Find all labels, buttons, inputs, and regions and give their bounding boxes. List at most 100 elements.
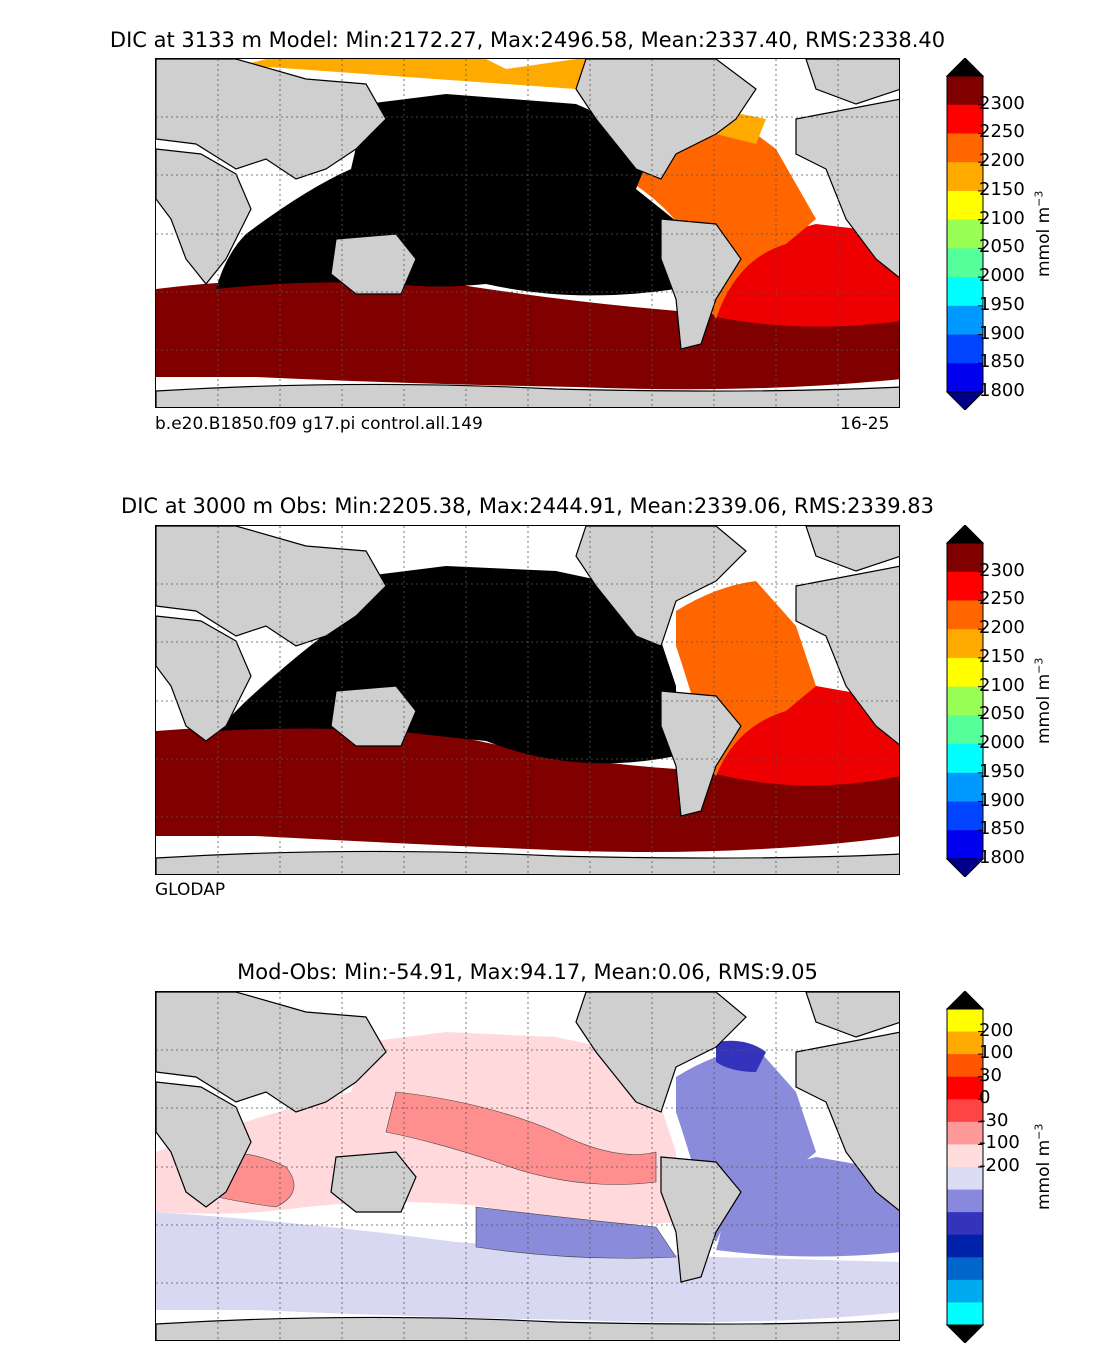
colorbar-tick-label: 1800	[979, 380, 1025, 401]
colorbar-swatch	[947, 657, 983, 688]
land-greenland	[805, 526, 899, 572]
land-north-america	[575, 526, 747, 647]
colorbar-tick-label: 1850	[979, 818, 1025, 840]
footnote-obs-source: GLODAP	[155, 880, 226, 900]
map-model	[155, 58, 900, 408]
land-greenland	[805, 59, 899, 105]
unit-exponent: −3	[1032, 190, 1046, 207]
colorbar-swatch	[947, 801, 983, 831]
footnote-run-name: b.e20.B1850.f09 g17.pi control.all.149	[155, 414, 483, 434]
region-southern-ocean	[156, 278, 899, 390]
colorbar-tick-label: 30	[979, 1064, 1002, 1086]
land-north-america	[575, 992, 747, 1113]
colorbar-swatch	[947, 1189, 983, 1213]
land-greenland	[805, 992, 899, 1038]
region-south-pacific-blue	[475, 1206, 677, 1259]
colorbar-swatch	[947, 219, 983, 249]
colorbar-swatch	[947, 1302, 983, 1326]
land-north-america	[575, 59, 757, 180]
colorbar-swatch	[947, 104, 983, 134]
colorbar-swatch	[947, 686, 983, 716]
colorbar-swatch	[947, 162, 983, 192]
colorbar-swatch	[947, 1009, 983, 1033]
colorbar-swatch	[947, 1144, 983, 1168]
colorbar-swatch	[947, 190, 983, 221]
region-pacific-pink-band	[385, 1091, 657, 1185]
land-south-america	[660, 1156, 742, 1283]
map-diff	[155, 991, 900, 1341]
region-pacific-indian	[216, 566, 676, 764]
colorbar-swatch	[947, 1076, 983, 1100]
land-europe-africa-east	[795, 98, 899, 279]
colorbar-obs: 2300 2250 2200 2150 2100 2050 2000 1950 1900 1850…	[945, 524, 1075, 878]
colorbar-tick-label: 100	[979, 1042, 1014, 1064]
colorbar-tick-label: -200	[979, 1155, 1020, 1176]
map-canvas-diff	[156, 992, 899, 1340]
colorbar-tick-label: 2300	[979, 559, 1025, 581]
colorbar-swatch	[947, 1121, 983, 1145]
colorbar-tick-label: 2300	[979, 92, 1025, 114]
colorbar-extend-top	[945, 524, 985, 544]
colorbar-swatch	[947, 1212, 983, 1236]
colorbar-tick-label: 2200	[979, 617, 1025, 639]
colorbar-tick-label: 2000	[979, 732, 1025, 754]
colorbar-swatch	[947, 1257, 983, 1281]
colorbar-tick-label: 2150	[979, 178, 1025, 200]
panel-title-diff: Mod-Obs: Min:-54.91, Max:94.17, Mean:0.0…	[237, 960, 818, 984]
colorbar-swatch	[947, 305, 983, 336]
colorbar-frame	[946, 542, 984, 860]
colorbar-tick-label: 2100	[979, 207, 1025, 229]
unit-text: mmol m	[1034, 673, 1055, 745]
land-eurasia	[156, 992, 387, 1113]
colorbar-tick-label: -100	[979, 1132, 1020, 1154]
colorbar-tick-label: 2250	[979, 588, 1025, 610]
colorbar-tick-label: 2100	[979, 674, 1025, 696]
colorbar-tick-label: 2050	[979, 703, 1025, 725]
colorbar-tick-label: 1950	[979, 760, 1025, 782]
land-south-america	[660, 690, 742, 817]
panel-title-model: DIC at 3133 m Model: Min:2172.27, Max:24…	[109, 28, 946, 52]
land-eurasia	[156, 59, 387, 180]
colorbar-tick-label: 1950	[979, 293, 1025, 315]
colorbar-swatch	[947, 1031, 983, 1055]
colorbar-tick-label: -30	[979, 1109, 1009, 1131]
colorbar-tick-label: 2000	[979, 265, 1025, 287]
land-africa	[156, 148, 252, 285]
colorbar-swatch	[947, 571, 983, 601]
colorbar-swatch	[947, 744, 983, 774]
region-pacific-indian	[216, 94, 686, 296]
colorbar-tick-label: 1900	[979, 789, 1025, 811]
colorbar-tick-label: 200	[979, 1019, 1014, 1041]
land-europe-africa-east	[795, 1031, 899, 1212]
colorbar-tick-label: 0	[979, 1087, 991, 1109]
colorbar-tick-label: 1800	[979, 847, 1025, 868]
colorbar-swatch	[947, 600, 983, 630]
colorbar-frame	[946, 75, 984, 393]
colorbar-diff: 200 100 30 0 -30 -100 -200 mmol m−3	[945, 990, 1075, 1344]
land-eurasia	[156, 526, 387, 647]
colorbar-swatch	[947, 715, 983, 745]
colorbar-swatch	[947, 133, 983, 163]
colorbar-swatches-obs	[945, 524, 985, 878]
colorbar-extend-bottom	[945, 391, 985, 411]
colorbar-tick-label: 2150	[979, 645, 1025, 667]
region-north-atlantic	[626, 132, 816, 319]
colorbar-swatch	[947, 629, 983, 659]
map-obs	[155, 525, 900, 875]
colorbar-unit-model: mmol m−3	[1032, 191, 1054, 277]
colorbar-swatch	[947, 772, 983, 803]
colorbar-swatch	[947, 1279, 983, 1303]
colorbar-swatch	[947, 76, 983, 106]
colorbar-tick-label: 1850	[979, 351, 1025, 373]
colorbar-swatches-diff	[945, 990, 985, 1344]
unit-text: mmol m	[1034, 206, 1055, 278]
colorbar-extend-top	[945, 990, 985, 1010]
map-canvas-obs	[156, 526, 899, 874]
colorbar-tick-label: 2050	[979, 236, 1025, 258]
colorbar-model: 2300 2250 2200 2150 2100 2050 2000 1950 1900 1850…	[945, 57, 1075, 411]
region-labrador-dark	[716, 1040, 766, 1072]
land-europe-africa-east	[795, 565, 899, 746]
land-south-america	[660, 218, 742, 350]
colorbar-extend-bottom	[945, 1324, 985, 1344]
colorbar-swatch	[947, 543, 983, 573]
